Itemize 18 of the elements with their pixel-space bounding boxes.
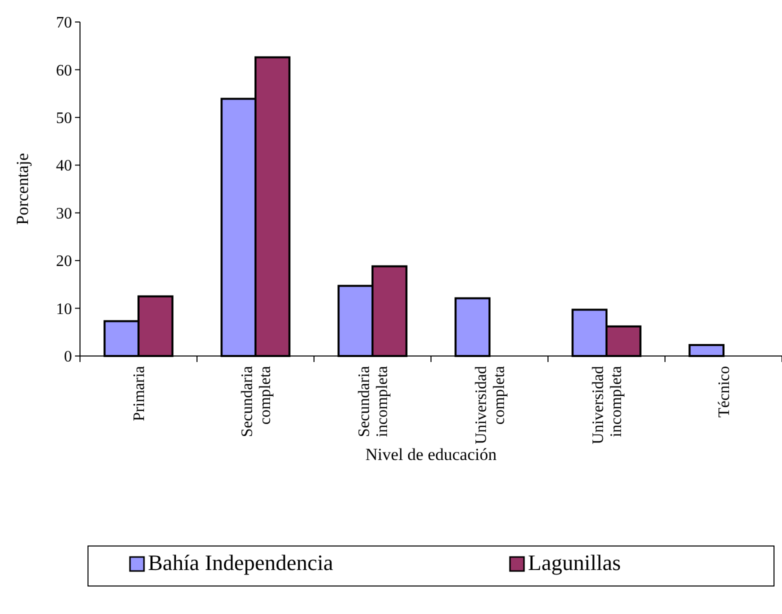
x-tick-label: Primaria (131, 366, 148, 422)
y-tick-label: 70 (56, 14, 72, 32)
y-tick-label: 0 (64, 348, 72, 366)
y-tick-label: 30 (56, 205, 72, 222)
x-tick-label: Técnico (716, 366, 734, 418)
legend-label: Bahía Independencia (148, 550, 334, 575)
x-axis-title: Nivel de educación (365, 445, 498, 464)
y-axis-title: Porcentaje (13, 153, 32, 225)
x-tick-label: Secundaria incompleta (356, 366, 392, 438)
x-tick-label: Universidad completa (473, 366, 508, 444)
legend-label: Lagunillas (528, 550, 621, 575)
y-tick-label: 10 (56, 300, 72, 318)
x-tick-label: Secundaria completa (239, 366, 274, 438)
y-tick-label: 50 (56, 110, 72, 128)
y-tick-label: 60 (56, 62, 72, 80)
y-tick-label: 20 (56, 253, 72, 270)
x-tick-label: Universidad incompleta (590, 366, 626, 444)
y-tick-label: 40 (56, 158, 72, 175)
